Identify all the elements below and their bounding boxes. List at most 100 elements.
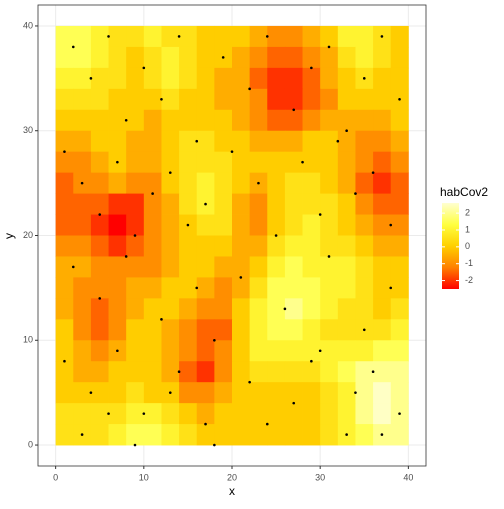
raster-cell — [143, 109, 162, 132]
legend-label: 0 — [465, 241, 470, 251]
raster-cell — [143, 235, 162, 257]
point — [124, 255, 128, 258]
raster-cell — [126, 151, 145, 174]
raster-cell — [108, 361, 127, 383]
point — [124, 118, 128, 122]
point — [327, 45, 331, 49]
x-tick-label: 20 — [227, 472, 237, 482]
raster-cell — [196, 109, 215, 132]
raster-cell — [179, 256, 198, 278]
raster-cell — [302, 403, 321, 425]
point — [107, 35, 110, 38]
raster-cell — [161, 214, 180, 236]
point — [274, 234, 278, 237]
raster-cell — [55, 193, 74, 215]
point — [195, 286, 199, 290]
raster-cell — [90, 88, 109, 111]
raster-cell — [284, 403, 303, 425]
point — [354, 192, 357, 195]
raster-cell — [390, 424, 409, 446]
raster-cell — [373, 235, 392, 257]
raster-cell — [161, 88, 180, 111]
raster-cell — [232, 151, 251, 174]
raster-cell — [143, 214, 162, 236]
raster-cell — [373, 382, 392, 404]
raster-cell — [161, 67, 180, 90]
raster-cell — [90, 130, 109, 153]
raster-cell — [55, 424, 74, 446]
raster-cell — [284, 319, 303, 341]
raster-cell — [302, 46, 321, 69]
raster-cell — [196, 256, 215, 278]
raster-cell — [196, 67, 215, 90]
raster-cell — [302, 172, 321, 194]
raster-cell — [143, 25, 162, 48]
raster-cell — [373, 88, 392, 111]
raster-cell — [126, 67, 145, 90]
raster-cell — [126, 382, 145, 404]
raster-cell — [355, 151, 374, 174]
y-tick-label: 40 — [23, 20, 33, 30]
raster-cell — [214, 214, 233, 236]
raster-cell — [143, 151, 162, 174]
raster-cell — [337, 256, 356, 278]
raster-cell — [355, 193, 374, 215]
y-tick-label: 20 — [23, 230, 33, 240]
raster-cell — [249, 46, 268, 69]
raster-cell — [73, 256, 92, 278]
raster-cell — [249, 193, 268, 215]
legend-label: -1 — [465, 258, 473, 268]
raster-cell — [232, 88, 251, 111]
raster-cell — [232, 361, 251, 383]
raster-cell — [267, 172, 286, 194]
raster-cell — [267, 193, 286, 215]
raster-cell — [337, 172, 356, 194]
point — [221, 56, 225, 59]
point — [116, 160, 119, 164]
raster-cell — [179, 46, 198, 69]
raster-cell — [90, 319, 109, 341]
raster-cell — [355, 277, 374, 299]
raster-cell — [390, 235, 409, 257]
raster-cell — [267, 277, 286, 299]
raster-cell — [126, 319, 145, 341]
raster-cell — [196, 235, 215, 257]
raster-cell — [249, 67, 268, 90]
point — [327, 255, 331, 258]
raster-cell — [337, 403, 356, 425]
raster-cell — [373, 67, 392, 90]
raster-cell — [320, 277, 339, 299]
point — [380, 35, 384, 38]
raster-cell — [179, 67, 198, 90]
point — [142, 412, 146, 415]
raster-cell — [73, 319, 92, 341]
raster-cell — [355, 361, 374, 383]
point — [354, 391, 357, 394]
raster-cell — [320, 424, 339, 446]
raster-cell — [232, 67, 251, 90]
raster-cell — [161, 277, 180, 299]
raster-cell — [355, 235, 374, 257]
raster-cell — [90, 172, 109, 194]
raster-cell — [90, 214, 109, 236]
raster-cell — [214, 25, 233, 48]
raster-cell — [179, 382, 198, 404]
raster-cell — [249, 340, 268, 362]
raster-cell — [267, 88, 286, 111]
raster-cell — [126, 109, 145, 132]
raster-cell — [267, 235, 286, 257]
raster-cell — [320, 361, 339, 383]
raster-cell — [267, 151, 286, 174]
point — [107, 412, 110, 415]
x-axis-title: x — [229, 484, 235, 498]
raster-cell — [355, 109, 374, 132]
raster-cell — [249, 403, 268, 425]
raster-cell — [108, 46, 127, 69]
raster-cell — [267, 130, 286, 153]
raster-cell — [143, 130, 162, 153]
point — [142, 66, 146, 70]
x-tick-label: 10 — [139, 472, 149, 482]
legend-label: 1 — [465, 224, 470, 234]
raster-cell — [196, 151, 215, 174]
raster-cell — [214, 340, 233, 362]
